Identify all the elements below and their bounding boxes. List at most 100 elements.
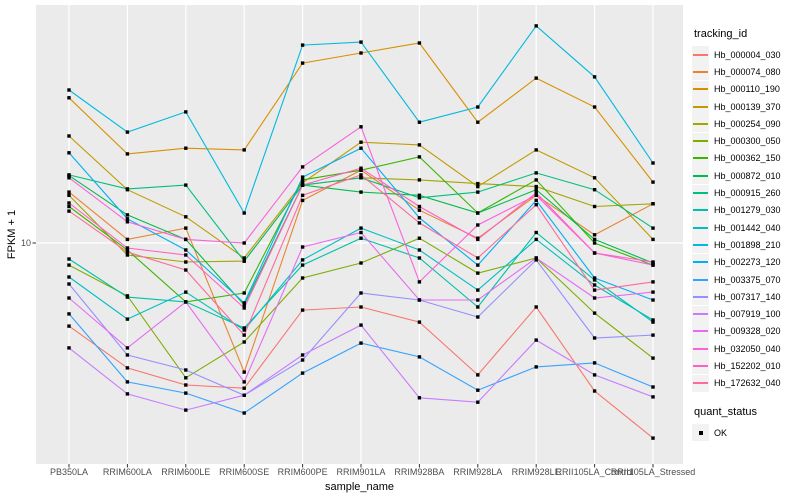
data-point <box>184 215 188 219</box>
data-point <box>359 226 363 230</box>
data-point <box>651 318 655 322</box>
data-point <box>300 308 305 312</box>
data-point <box>300 175 305 179</box>
data-point <box>417 196 422 200</box>
legend-key-line-icon <box>692 115 709 133</box>
data-point <box>651 263 655 267</box>
data-point <box>359 168 363 172</box>
legend-label: Hb_007919_100 <box>714 309 781 320</box>
legend-label: Hb_001279_030 <box>714 205 781 216</box>
data-point <box>417 355 422 359</box>
data-point <box>242 303 246 307</box>
data-point <box>534 256 538 260</box>
data-point <box>184 248 188 252</box>
legend-key-line-icon <box>692 357 709 375</box>
data-point <box>359 140 363 144</box>
data-point <box>67 204 71 209</box>
data-point <box>592 204 597 209</box>
data-point <box>534 148 538 152</box>
data-point <box>476 223 480 227</box>
data-point <box>476 263 480 267</box>
legend-entry-ok: OK <box>692 424 800 442</box>
data-point <box>417 248 422 252</box>
legend-key-line-icon <box>692 288 709 306</box>
data-point <box>651 180 655 184</box>
data-point <box>300 358 305 362</box>
data-point <box>359 125 363 129</box>
legend: tracking_id Hb_000004_030 Hb_000074_080 Hb… <box>692 28 800 442</box>
data-point <box>651 237 655 242</box>
data-point <box>417 193 422 197</box>
data-point <box>651 320 655 324</box>
data-point <box>651 356 655 360</box>
legend-entry: Hb_000915_260 <box>692 184 800 202</box>
data-point <box>242 370 246 374</box>
legend-label: Hb_000004_030 <box>714 49 781 60</box>
data-point <box>300 43 305 47</box>
legend-entry: Hb_002273_120 <box>692 253 800 271</box>
data-point <box>184 368 188 372</box>
data-point <box>417 221 422 225</box>
data-point <box>184 260 188 264</box>
data-point <box>242 291 246 295</box>
data-point <box>476 211 480 215</box>
legend-key-line-icon <box>692 271 709 288</box>
data-point <box>67 263 71 267</box>
data-point <box>300 371 305 375</box>
legend-label: Hb_000872_010 <box>714 170 781 181</box>
data-point <box>651 161 655 165</box>
legend-key-line-icon <box>692 184 709 202</box>
data-point <box>359 51 363 55</box>
data-point <box>125 217 130 221</box>
data-point <box>534 193 538 197</box>
data-point <box>417 216 422 220</box>
data-point <box>125 130 130 134</box>
legend-label: Hb_002273_120 <box>714 257 781 268</box>
data-point <box>67 190 71 194</box>
legend-key-line-icon <box>692 63 709 81</box>
legend-label: Hb_003375_070 <box>714 274 781 285</box>
legend-label-ok: OK <box>714 427 728 438</box>
legend-key-line-icon <box>692 80 709 98</box>
data-point <box>184 110 188 114</box>
legend-key-line-icon <box>692 167 709 185</box>
legend-entry: Hb_001442_040 <box>692 219 800 237</box>
data-point <box>651 290 655 294</box>
data-point <box>651 226 655 230</box>
data-point <box>592 373 597 377</box>
legend-label: Hb_032050_040 <box>714 343 781 354</box>
data-point <box>476 400 480 404</box>
data-point <box>242 328 246 332</box>
data-point <box>534 184 538 189</box>
data-point <box>300 183 305 187</box>
data-point <box>534 338 538 342</box>
data-point <box>300 165 305 169</box>
legend-entry: Hb_003375_070 <box>692 271 800 288</box>
data-point <box>476 184 480 189</box>
data-point <box>125 317 130 321</box>
legend-entry: Hb_007919_100 <box>692 305 800 323</box>
legend-label: Hb_000254_090 <box>714 118 781 129</box>
data-point <box>592 296 597 300</box>
data-point <box>534 191 538 195</box>
data-point <box>359 261 363 265</box>
data-point <box>651 202 655 206</box>
data-point <box>300 263 305 267</box>
data-point <box>242 148 246 152</box>
data-point <box>476 298 480 302</box>
data-point <box>242 386 246 390</box>
data-point <box>592 188 597 192</box>
data-point <box>651 395 655 399</box>
data-point <box>125 392 130 396</box>
x-tick-label: RRII105LA_Control <box>556 467 634 477</box>
data-point <box>184 268 188 272</box>
legend-entry: Hb_001279_030 <box>692 201 800 219</box>
data-point <box>417 208 422 212</box>
data-point <box>476 120 480 124</box>
data-point <box>534 258 538 262</box>
data-point <box>417 178 422 182</box>
x-tick-label: RRIM600LA <box>103 467 152 477</box>
y-tick-label: 10 <box>21 238 31 248</box>
data-point <box>184 383 188 387</box>
